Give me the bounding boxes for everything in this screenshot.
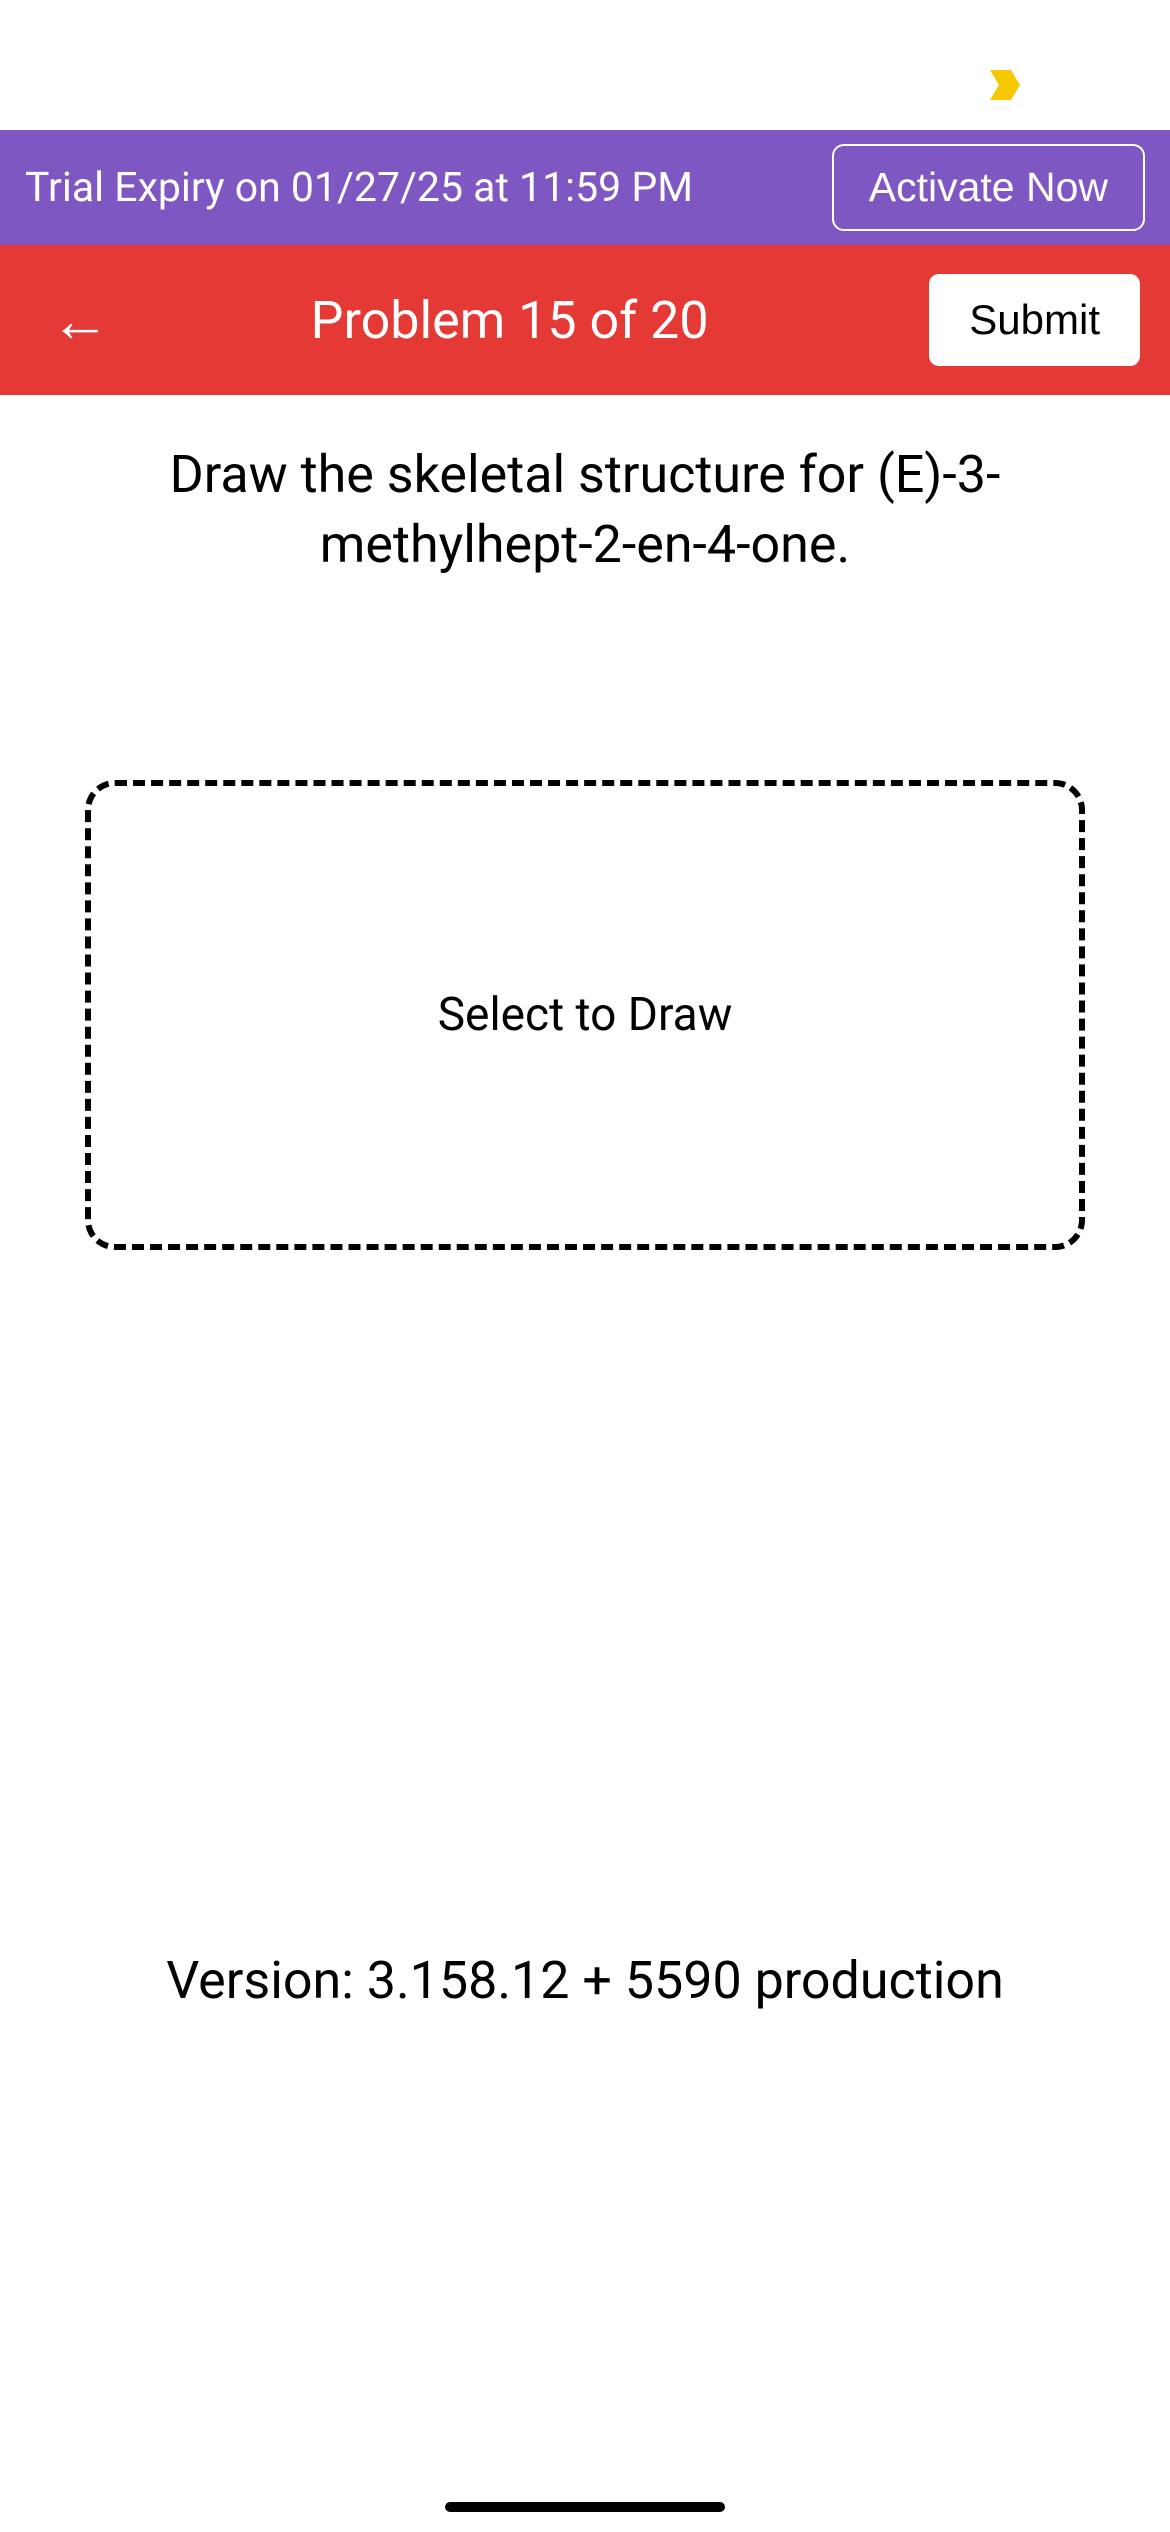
header-bar: ← Problem 15 of 20 Submit xyxy=(0,245,1170,395)
question-text: Draw the skeletal structure for (E)-3-me… xyxy=(60,440,1110,580)
submit-button[interactable]: Submit xyxy=(929,274,1140,366)
trial-expiry-text: Trial Expiry on 01/27/25 at 11:59 PM xyxy=(25,164,693,212)
status-icon xyxy=(990,70,1020,100)
content-area: Draw the skeletal structure for (E)-3-me… xyxy=(0,395,1170,1295)
home-indicator[interactable] xyxy=(445,2502,725,2512)
activate-now-button[interactable]: Activate Now xyxy=(832,144,1145,231)
trial-banner: Trial Expiry on 01/27/25 at 11:59 PM Act… xyxy=(0,130,1170,245)
draw-area[interactable]: Select to Draw xyxy=(85,780,1085,1250)
status-bar xyxy=(0,0,1170,130)
draw-placeholder: Select to Draw xyxy=(438,988,733,1042)
version-text: Version: 3.158.12 + 5590 production xyxy=(0,1950,1170,2011)
page-title: Problem 15 of 20 xyxy=(90,290,929,351)
